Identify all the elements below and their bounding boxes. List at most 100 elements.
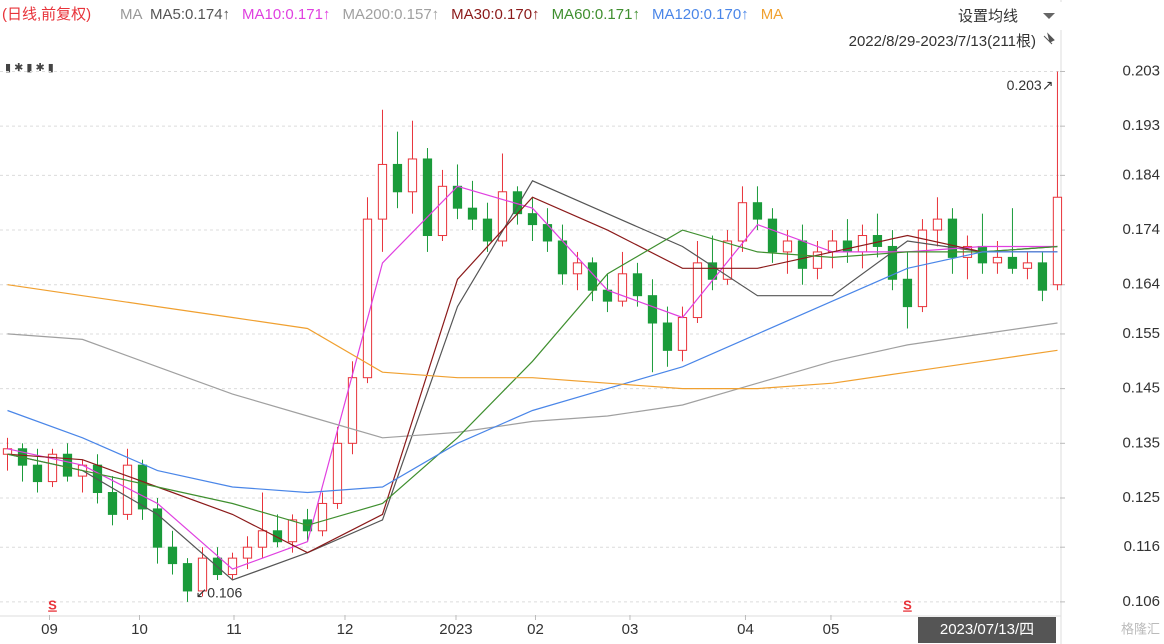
candle-body xyxy=(167,546,178,565)
legend-prefix: MA xyxy=(120,6,143,23)
candle-body xyxy=(887,245,898,280)
candle-body xyxy=(62,453,73,477)
candle-body xyxy=(317,502,328,532)
candle-body xyxy=(692,262,703,319)
y-tick-label: 0.135 xyxy=(1122,434,1160,451)
watermark: 格隆汇 xyxy=(1121,621,1160,636)
y-tick-label: 0.174 xyxy=(1122,221,1160,238)
legend-entry: MA5:0.174↑ xyxy=(150,6,230,23)
date-box xyxy=(918,617,1056,643)
pin-icon[interactable] xyxy=(1043,32,1055,45)
candle-body xyxy=(1007,256,1018,269)
candle-body xyxy=(392,163,403,193)
candle-body xyxy=(842,240,853,253)
candle-body xyxy=(992,256,1003,264)
candle-body xyxy=(137,464,148,510)
x-tick-label: 04 xyxy=(737,621,754,638)
candle-body xyxy=(617,273,628,302)
candle-body xyxy=(182,563,193,592)
y-tick-label: 0.193 xyxy=(1122,117,1160,134)
candle-body xyxy=(767,218,778,253)
y-tick-label: 0.145 xyxy=(1122,380,1160,397)
event-markers: ▮ ✱ ▮ ✱ ▮ xyxy=(5,62,54,74)
annotation: 0.203↗ xyxy=(1007,77,1054,93)
candle-body xyxy=(917,229,928,308)
y-tick-label: 0.106 xyxy=(1122,593,1160,610)
candle-body xyxy=(227,557,238,576)
candle-body xyxy=(497,191,508,242)
y-tick-label: 0.116 xyxy=(1124,538,1160,555)
x-tick-label: 03 xyxy=(622,621,639,638)
period-label: 2022/8/29-2023/7/13(211根) xyxy=(849,33,1036,50)
candle-body xyxy=(557,240,568,275)
ma-line xyxy=(7,180,1058,581)
candle-body xyxy=(1037,262,1048,291)
candle-body xyxy=(707,262,718,280)
y-tick-label: 0.203 xyxy=(1122,62,1160,79)
ma-line xyxy=(7,284,1058,390)
candle-body xyxy=(977,245,988,264)
candle-body xyxy=(647,295,658,324)
candle-body xyxy=(407,158,418,193)
candle-body xyxy=(572,262,583,275)
candle-body xyxy=(857,235,868,253)
signal-marker: S xyxy=(903,597,912,612)
date-label: 2023/07/13/四 xyxy=(940,621,1034,638)
candle-body xyxy=(377,163,388,220)
candle-body xyxy=(587,262,598,291)
candle-body xyxy=(527,213,538,226)
ma-line xyxy=(7,229,1058,526)
legend-entry: MA10:0.171↑ xyxy=(242,6,330,23)
y-tick-label: 0.125 xyxy=(1122,489,1160,506)
candle-body xyxy=(467,207,478,220)
candle-body xyxy=(632,273,643,297)
candle-body xyxy=(662,322,673,351)
candle-body xyxy=(242,546,253,559)
legend: (日线,前复权) MA MA5:0.174↑ MA10:0.171↑ MA200:0… xyxy=(2,5,783,23)
candle-body xyxy=(782,240,793,253)
x-tick-label: 2023 xyxy=(439,621,472,638)
candle-body xyxy=(812,251,823,269)
x-tick-label: 09 xyxy=(41,621,58,638)
candle-body xyxy=(362,218,373,379)
candle-body xyxy=(932,218,943,231)
candle-body xyxy=(422,158,433,237)
candle-body xyxy=(437,185,448,237)
legend-entry: MA200:0.157↑ xyxy=(342,6,439,23)
legend-title: (日线,前复权) xyxy=(2,5,91,23)
candle-body xyxy=(752,202,763,220)
dropdown-icon[interactable] xyxy=(1043,13,1055,19)
candle-body xyxy=(722,240,733,280)
candle-body xyxy=(332,442,343,504)
ma-line xyxy=(7,251,1058,494)
annotation: ↙0.106 xyxy=(195,585,242,601)
candle-body xyxy=(737,202,748,242)
ma-line xyxy=(7,196,1058,554)
x-tick-label: 12 xyxy=(337,621,354,638)
legend-entry: MA30:0.170↑ xyxy=(451,6,539,23)
candle-body xyxy=(1052,196,1063,286)
candle-body xyxy=(197,557,208,592)
legend-entry: MA xyxy=(761,6,784,23)
candle-body xyxy=(152,508,163,548)
ma-line xyxy=(7,322,1058,439)
candle-body xyxy=(32,464,43,483)
candle-body xyxy=(107,492,118,515)
y-tick-label: 0.155 xyxy=(1122,325,1160,342)
settings-button[interactable]: 设置均线 xyxy=(958,8,1018,25)
x-tick-label: 02 xyxy=(527,621,544,638)
y-tick-label: 0.164 xyxy=(1122,276,1160,293)
legend-entry: MA120:0.170↑ xyxy=(652,6,749,23)
svg-text:▮ ✱ ▮ ✱ ▮: ▮ ✱ ▮ ✱ ▮ xyxy=(5,62,54,74)
legend-entry: MA60:0.171↑ xyxy=(552,6,640,23)
ma-line xyxy=(7,185,1058,570)
candle-body xyxy=(677,317,688,351)
x-tick-label: 05 xyxy=(823,621,840,638)
candle-body xyxy=(272,530,283,543)
candle-body xyxy=(347,377,358,444)
x-tick-label: 10 xyxy=(131,621,148,638)
candle-body xyxy=(287,519,298,543)
y-tick-label: 0.184 xyxy=(1122,166,1160,183)
signal-marker: S xyxy=(48,597,57,612)
